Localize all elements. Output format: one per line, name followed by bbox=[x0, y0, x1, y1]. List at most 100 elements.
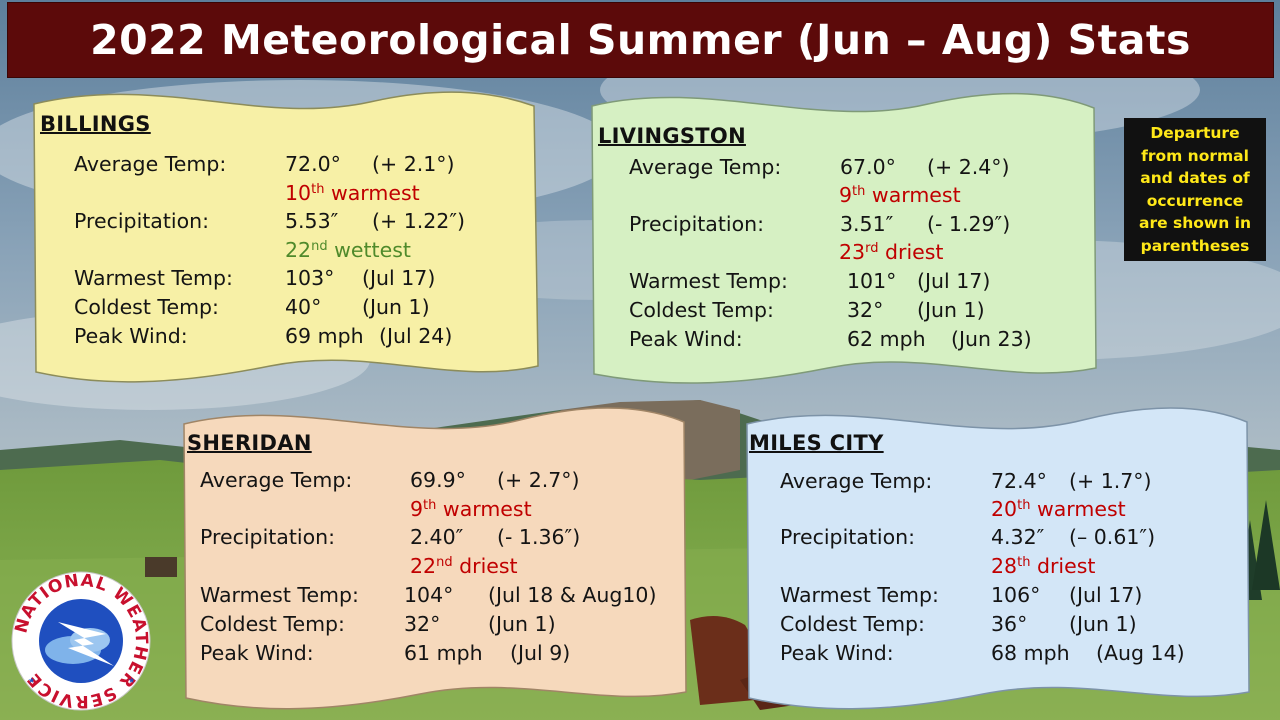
coldest-value: 32° bbox=[847, 298, 884, 322]
coldest-value: 40° bbox=[285, 295, 322, 319]
logo-star-left: ★ bbox=[28, 676, 35, 685]
note-line: Departure bbox=[1150, 124, 1240, 142]
avg-temp-departure: (+ 2.7°) bbox=[497, 468, 580, 492]
precip-label: Precipitation: bbox=[780, 525, 916, 549]
precip-label: Precipitation: bbox=[74, 209, 210, 233]
wind-label: Peak Wind: bbox=[780, 641, 894, 665]
note-line: from normal bbox=[1141, 146, 1249, 165]
precip-label: Precipitation: bbox=[200, 525, 336, 549]
wind-label: Peak Wind: bbox=[74, 324, 188, 348]
warmest-date: (Jul 18 & Aug10) bbox=[488, 583, 657, 607]
wind-value: 69 mph bbox=[285, 324, 364, 348]
livingston-card: LIVINGSTON Average Temp: 67.0° (+ 2.4°) … bbox=[588, 86, 1102, 392]
page-title: 2022 Meteorological Summer (Jun – Aug) S… bbox=[90, 16, 1191, 64]
rank-number: 20 bbox=[991, 497, 1018, 521]
coldest-date: (Jun 1) bbox=[488, 612, 556, 636]
rank-suffix: nd bbox=[436, 555, 453, 570]
miles-city-title: MILES CITY bbox=[749, 431, 884, 455]
warmest-label: Warmest Temp: bbox=[629, 269, 788, 293]
precip-value: 3.51″ bbox=[840, 212, 894, 236]
livingston-card-shape bbox=[591, 92, 1097, 384]
coldest-label: Coldest Temp: bbox=[629, 298, 774, 322]
warmest-value: 103° bbox=[285, 266, 335, 290]
avg-temp-departure: (+ 2.1°) bbox=[372, 152, 455, 176]
rank-suffix: th bbox=[1017, 498, 1031, 513]
avg-temp-label: Average Temp: bbox=[629, 155, 782, 179]
wind-date: (Aug 14) bbox=[1096, 641, 1185, 665]
billings-card: BILLINGS Average Temp: 72.0° (+ 2.1°) 10… bbox=[30, 86, 544, 392]
coldest-label: Coldest Temp: bbox=[200, 612, 345, 636]
miles-city-card: MILES CITY Average Temp: 72.4° (+ 1.7°) … bbox=[743, 402, 1253, 718]
rank-number: 22 bbox=[285, 238, 312, 262]
rank-word: driest bbox=[459, 554, 518, 578]
rank-word: warmest bbox=[1036, 497, 1126, 521]
warmest-label: Warmest Temp: bbox=[200, 583, 359, 607]
precip-rank: 23rd driest bbox=[839, 240, 943, 264]
precip-value: 4.32″ bbox=[991, 525, 1045, 549]
precip-value: 5.53″ bbox=[285, 209, 339, 233]
warmest-value: 106° bbox=[991, 583, 1041, 607]
sheridan-title: SHERIDAN bbox=[187, 431, 312, 455]
wind-value: 68 mph bbox=[991, 641, 1070, 665]
legend-note: Departure from normal and dates of occur… bbox=[1124, 118, 1266, 261]
avg-temp-rank: 10th warmest bbox=[285, 181, 420, 205]
wind-value: 61 mph bbox=[404, 641, 483, 665]
note-line: and dates of bbox=[1140, 169, 1250, 187]
rank-suffix: th bbox=[311, 182, 325, 197]
wind-date: (Jul 24) bbox=[379, 324, 453, 348]
warmest-label: Warmest Temp: bbox=[74, 266, 233, 290]
rank-word: warmest bbox=[330, 181, 420, 205]
precip-rank: 22nd wettest bbox=[285, 238, 411, 262]
coldest-date: (Jun 1) bbox=[1069, 612, 1137, 636]
nws-logo-icon: NATIONAL WEATHER SERVICE ★ ★ bbox=[11, 571, 151, 711]
rank-number: 28 bbox=[991, 554, 1018, 578]
precip-label: Precipitation: bbox=[629, 212, 765, 236]
precip-rank: 28th driest bbox=[991, 554, 1095, 578]
wind-date: (Jul 9) bbox=[510, 641, 571, 665]
avg-temp-value: 72.4° bbox=[991, 469, 1047, 493]
warmest-value: 101° bbox=[847, 269, 897, 293]
wind-label: Peak Wind: bbox=[629, 327, 743, 351]
wind-date: (Jun 23) bbox=[951, 327, 1032, 351]
rank-suffix: th bbox=[852, 184, 866, 199]
avg-temp-label: Average Temp: bbox=[780, 469, 933, 493]
sheridan-card: SHERIDAN Average Temp: 69.9° (+ 2.7°) 9t… bbox=[180, 402, 690, 718]
coldest-value: 36° bbox=[991, 612, 1028, 636]
precip-departure: (+ 1.22″) bbox=[372, 209, 465, 233]
warmest-date: (Jul 17) bbox=[362, 266, 436, 290]
wind-label: Peak Wind: bbox=[200, 641, 314, 665]
precip-departure: (– 0.61″) bbox=[1069, 525, 1156, 549]
note-line: are shown in bbox=[1138, 214, 1252, 232]
precip-departure: (- 1.36″) bbox=[497, 525, 581, 549]
rank-number: 9 bbox=[839, 183, 853, 207]
rank-suffix: th bbox=[423, 498, 437, 513]
rank-word: warmest bbox=[871, 183, 961, 207]
note-line: parentheses bbox=[1140, 236, 1250, 255]
rank-number: 22 bbox=[410, 554, 437, 578]
avg-temp-rank: 9th warmest bbox=[410, 497, 532, 521]
rank-suffix: th bbox=[1017, 555, 1031, 570]
avg-temp-departure: (+ 1.7°) bbox=[1069, 469, 1152, 493]
coldest-label: Coldest Temp: bbox=[780, 612, 925, 636]
coldest-date: (Jun 1) bbox=[362, 295, 430, 319]
avg-temp-label: Average Temp: bbox=[74, 152, 227, 176]
rank-word: driest bbox=[885, 240, 944, 264]
warmest-date: (Jul 17) bbox=[917, 269, 991, 293]
avg-temp-value: 67.0° bbox=[840, 155, 896, 179]
rank-suffix: nd bbox=[311, 239, 328, 254]
note-line: occurrence bbox=[1146, 191, 1244, 210]
rank-number: 10 bbox=[285, 181, 312, 205]
rank-suffix: rd bbox=[865, 241, 879, 256]
rank-number: 9 bbox=[410, 497, 424, 521]
precip-rank: 22nd driest bbox=[410, 554, 518, 578]
billings-card-shape bbox=[33, 91, 539, 383]
title-banner: 2022 Meteorological Summer (Jun – Aug) S… bbox=[7, 2, 1274, 78]
precip-departure: (- 1.29″) bbox=[927, 212, 1011, 236]
logo-star-right: ★ bbox=[128, 676, 135, 685]
coldest-label: Coldest Temp: bbox=[74, 295, 219, 319]
rank-word: wettest bbox=[334, 238, 411, 262]
avg-temp-departure: (+ 2.4°) bbox=[927, 155, 1010, 179]
sheridan-card-shape bbox=[183, 407, 687, 710]
precip-value: 2.40″ bbox=[410, 525, 464, 549]
livingston-title: LIVINGSTON bbox=[598, 124, 746, 148]
